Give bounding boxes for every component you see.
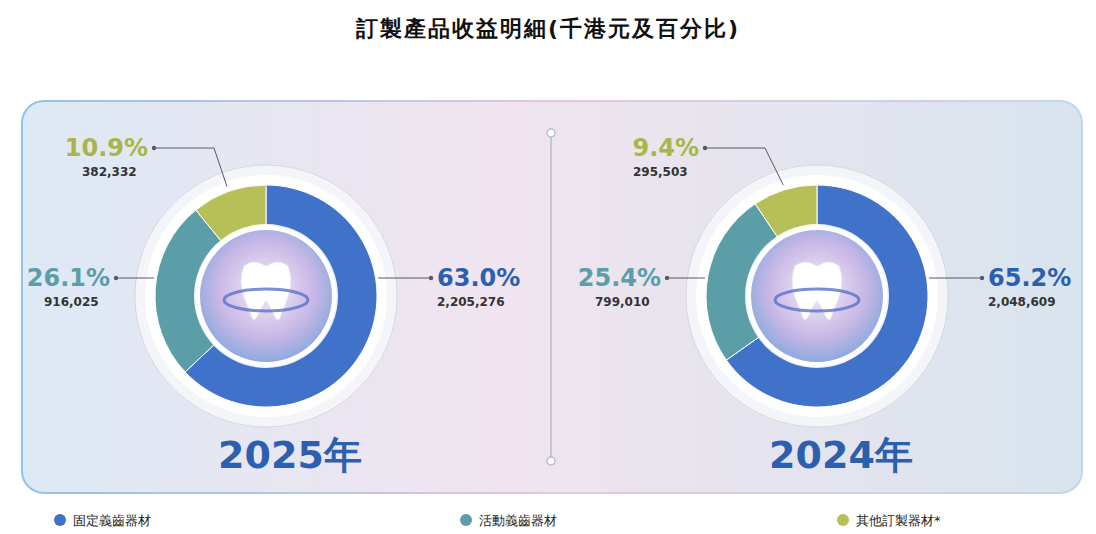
leader-dot [980,276,984,280]
core [200,230,332,362]
outer-ring [686,165,948,427]
percent-label: 65.2% [988,264,1071,292]
leader-dot [703,146,707,150]
amount-label: 2,205,276 [437,295,505,309]
tooth-orbit [224,289,308,311]
percent-label: 9.4% [632,134,699,162]
legend-label: 其他訂製器材* [856,513,941,528]
divider-dot [547,129,555,137]
donut-slice [185,185,377,407]
legend-swatch [837,514,849,526]
leader-line [116,278,154,279]
year-title: 2025年 [218,433,362,477]
leader-line [378,278,431,279]
leader-line [667,278,705,279]
leader-line [154,148,227,187]
percent-label: 26.1% [27,264,110,292]
amount-label: 295,503 [633,165,688,179]
legend-label: 活動義齒器材 [479,513,557,528]
divider [550,133,552,461]
leader-line [705,148,783,185]
donut-chart [135,165,397,427]
chart-canvas: 訂製產品收益明細(千港元及百分比) 63.0% 2,205,276 26.1% 916,… [0,0,1096,534]
percent-label: 63.0% [437,264,520,292]
year-title: 2024年 [769,433,913,477]
core-ring [194,224,338,368]
percent-label: 25.4% [578,264,661,292]
core [751,230,883,362]
leader-dot [665,276,669,280]
donut-chart [686,165,948,427]
core-ring [745,224,889,368]
panel [22,101,1082,493]
leader-dot [114,276,118,280]
leader-dot [429,276,433,280]
amount-label: 916,025 [44,295,99,309]
legend-swatch [54,514,66,526]
amount-label: 382,332 [82,165,137,179]
amount-label: 2,048,609 [988,295,1056,309]
divider-dot [547,457,555,465]
outer-ring [135,165,397,427]
leader-dot [152,146,156,150]
percent-label: 10.9% [65,134,148,162]
outer-ring-inner [145,175,387,417]
tooth-orbit [775,289,859,311]
chart-title: 訂製產品收益明細(千港元及百分比) [355,16,740,41]
leader-line [929,278,982,279]
legend-swatch [460,514,472,526]
legend-label: 固定義齒器材 [73,513,151,528]
outer-ring-inner [696,175,938,417]
amount-label: 799,010 [595,295,650,309]
